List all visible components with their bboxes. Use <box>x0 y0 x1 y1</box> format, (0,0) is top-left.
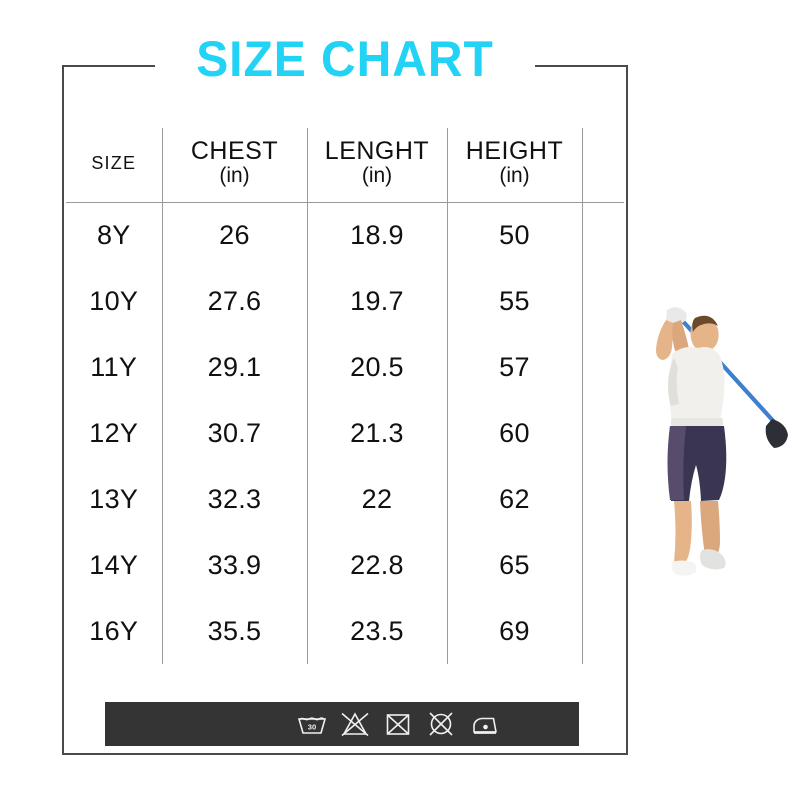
table-row: 10Y 27.6 19.7 55 <box>66 268 624 334</box>
leg-right <box>700 501 720 557</box>
frame-title-gap <box>155 55 535 79</box>
cell-length: 22 <box>307 466 448 532</box>
table-header: SIZE CHEST (in) LENGHT (in) HEIGHT (in) <box>66 128 624 203</box>
table-row: 16Y 35.5 23.5 69 <box>66 598 624 664</box>
header-unit-chest: (in) <box>219 163 250 187</box>
belt <box>671 418 723 426</box>
care-symbols-strip: 30 <box>105 702 579 746</box>
page-title: SIZE CHART <box>196 31 494 87</box>
wash-30-degrees-icon: 30 <box>297 717 327 734</box>
column-header-spacer <box>582 128 624 203</box>
cell-height: 62 <box>447 466 583 532</box>
size-table-container: SIZE CHEST (in) LENGHT (in) HEIGHT (in) <box>66 128 624 688</box>
shirt-shading <box>668 358 679 406</box>
do-not-dry-clean-icon <box>429 712 453 736</box>
table-row: 13Y 32.3 22 62 <box>66 466 624 532</box>
header-label-height: HEIGHT <box>465 137 564 166</box>
column-header-size: SIZE <box>66 128 163 203</box>
do-not-tumble-dry-icon <box>386 714 410 735</box>
golfer-illustration <box>656 307 788 576</box>
cell-size: 11Y <box>66 334 163 400</box>
header-row: SIZE CHEST (in) LENGHT (in) HEIGHT (in) <box>66 128 624 203</box>
cell-spacer <box>582 334 624 400</box>
cell-chest: 33.9 <box>162 532 308 598</box>
cell-chest: 27.6 <box>162 268 308 334</box>
cell-spacer <box>582 532 624 598</box>
cell-height: 60 <box>447 400 583 466</box>
hair <box>692 315 718 332</box>
header-label-length: LENGHT <box>324 137 430 166</box>
cell-spacer <box>582 268 624 334</box>
golf-club-head <box>765 419 788 448</box>
table-row: 8Y 26 18.9 50 <box>66 202 624 268</box>
cell-height: 57 <box>447 334 583 400</box>
column-header-height: HEIGHT (in) <box>447 128 583 203</box>
cell-size: 14Y <box>66 532 163 598</box>
cell-chest: 32.3 <box>162 466 308 532</box>
table-body: 8Y 26 18.9 50 10Y 27.6 19.7 55 11Y 29.1 … <box>66 202 624 664</box>
cell-height: 69 <box>447 598 583 664</box>
polo-shirt <box>669 346 725 422</box>
table-row: 14Y 33.9 22.8 65 <box>66 532 624 598</box>
svg-text:30: 30 <box>308 722 316 731</box>
cell-length: 18.9 <box>307 202 448 268</box>
column-header-chest: CHEST (in) <box>162 128 308 203</box>
do-not-bleach-icon <box>341 712 369 737</box>
header-label-size: SIZE <box>91 152 137 173</box>
cell-size: 8Y <box>66 202 163 268</box>
shoe-right <box>700 549 726 570</box>
cell-size: 10Y <box>66 268 163 334</box>
cell-size: 12Y <box>66 400 163 466</box>
golf-glove <box>666 307 687 325</box>
header-unit-height: (in) <box>499 163 530 187</box>
cell-height: 65 <box>447 532 583 598</box>
shorts-highlight <box>667 426 686 500</box>
cell-spacer <box>582 202 624 268</box>
cell-height: 50 <box>447 202 583 268</box>
header-label-chest: CHEST <box>190 137 279 166</box>
cell-spacer <box>582 400 624 466</box>
cell-length: 22.8 <box>307 532 448 598</box>
cell-length: 21.3 <box>307 400 448 466</box>
cell-chest: 35.5 <box>162 598 308 664</box>
cell-chest: 26 <box>162 202 308 268</box>
cell-height: 55 <box>447 268 583 334</box>
column-header-length: LENGHT (in) <box>307 128 448 203</box>
table-row: 12Y 30.7 21.3 60 <box>66 400 624 466</box>
cell-size: 16Y <box>66 598 163 664</box>
cell-length: 20.5 <box>307 334 448 400</box>
cell-spacer <box>582 598 624 664</box>
cell-length: 19.7 <box>307 268 448 334</box>
arm-right <box>672 320 689 356</box>
golfer-photo <box>636 296 800 586</box>
cell-size: 13Y <box>66 466 163 532</box>
leg-left <box>674 501 692 565</box>
cell-chest: 30.7 <box>162 400 308 466</box>
size-table: SIZE CHEST (in) LENGHT (in) HEIGHT (in) <box>66 128 624 664</box>
shoe-left <box>671 560 697 576</box>
cell-length: 23.5 <box>307 598 448 664</box>
cell-spacer <box>582 466 624 532</box>
header-unit-length: (in) <box>361 163 393 187</box>
cell-chest: 29.1 <box>162 334 308 400</box>
iron-low-heat-icon <box>473 717 497 734</box>
table-row: 11Y 29.1 20.5 57 <box>66 334 624 400</box>
